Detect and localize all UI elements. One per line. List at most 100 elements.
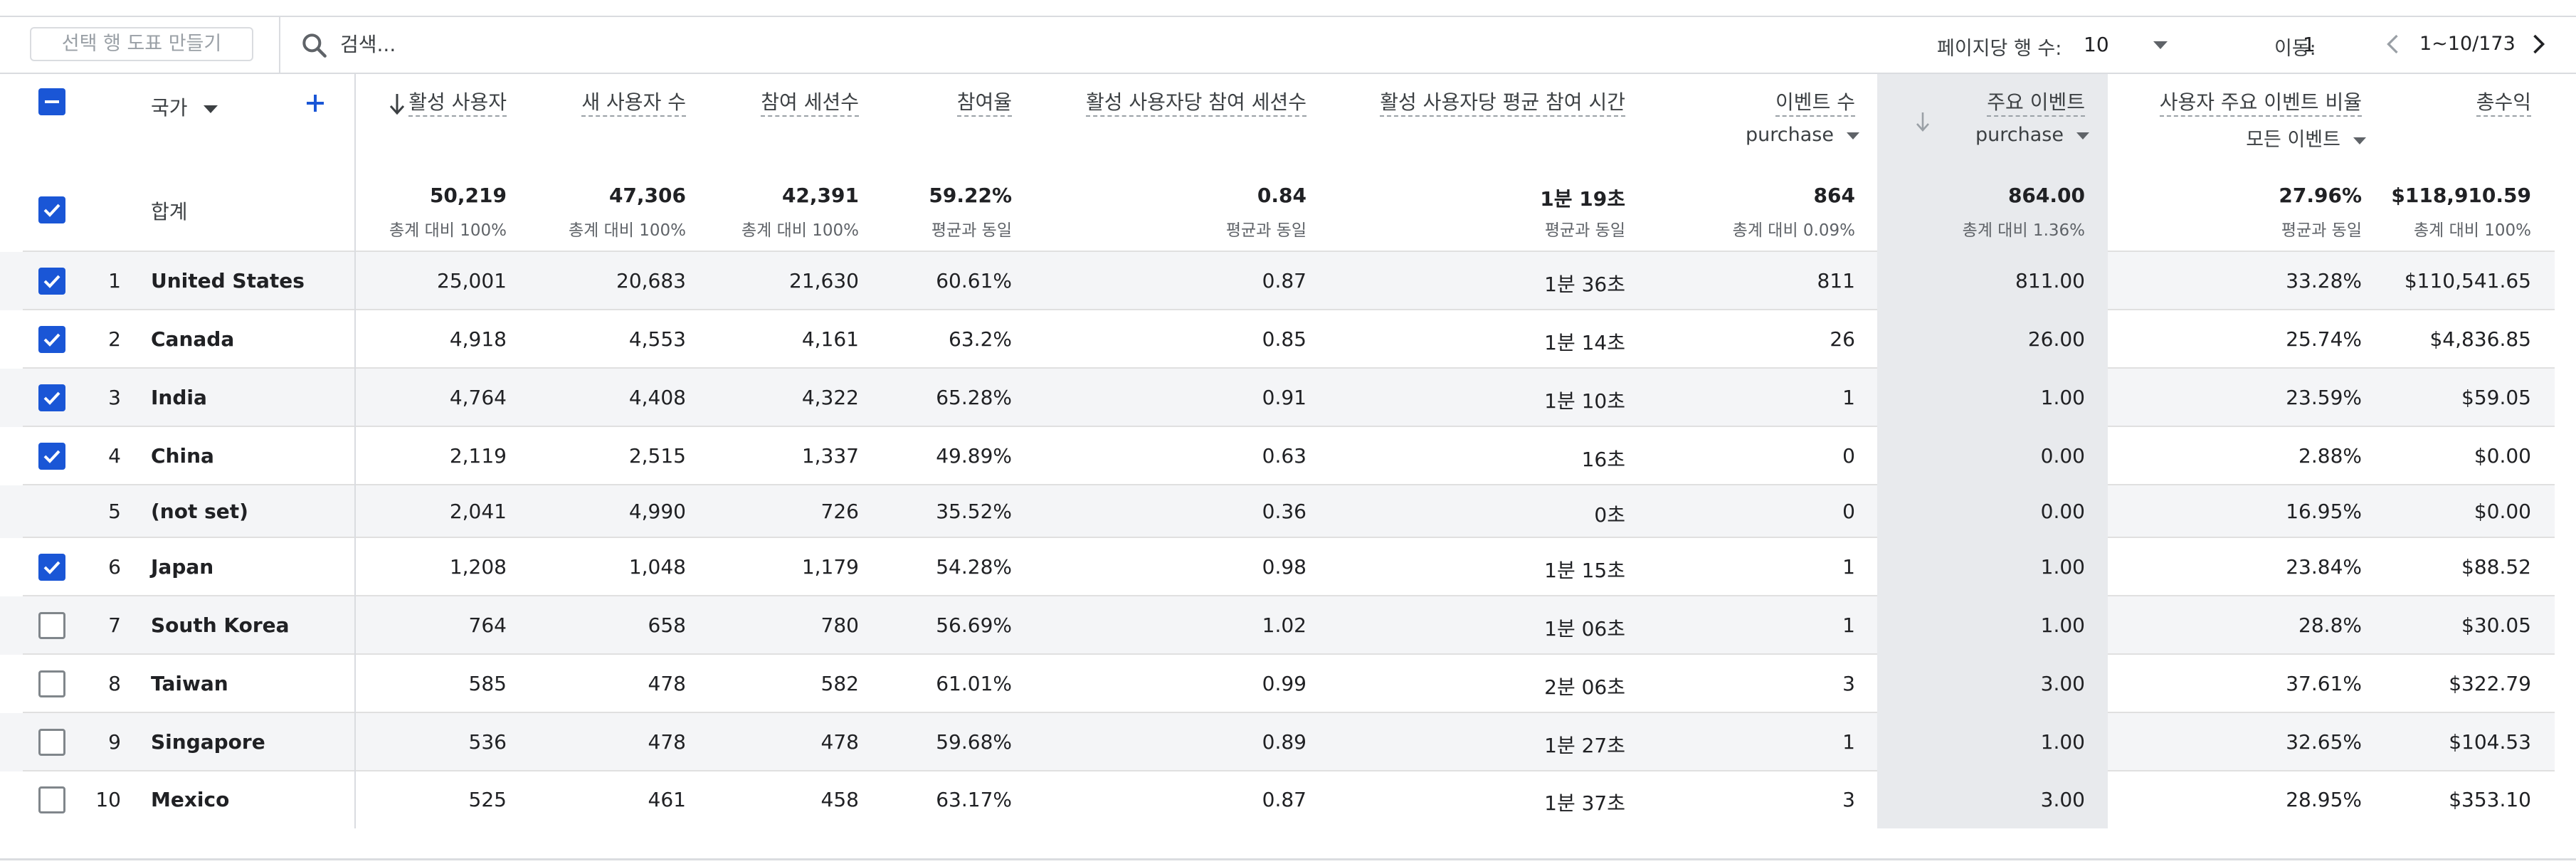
table-cell: $4,836.85 — [2429, 327, 2531, 351]
table-cell: 1 — [1842, 386, 1855, 409]
goto-page-input[interactable] — [2303, 27, 2381, 61]
column-header-filter[interactable]: 모든 이벤트 — [2246, 124, 2366, 152]
table-cell: $110,541.65 — [2404, 269, 2531, 293]
row-checkbox[interactable] — [38, 670, 65, 697]
row-checkbox[interactable] — [38, 268, 65, 295]
rows-per-page-value: 10 — [2084, 33, 2109, 56]
table-cell: 4,764 — [449, 386, 507, 409]
country-name: Canada — [151, 327, 235, 351]
table-cell: 25.74% — [2286, 327, 2362, 351]
totals-comparison: 총계 대비 100% — [741, 221, 859, 240]
table-row[interactable] — [0, 310, 2555, 369]
totals-value: 42,391 — [781, 184, 859, 207]
country-name: (not set) — [151, 500, 248, 523]
table-cell: $104.53 — [2449, 730, 2531, 754]
column-header[interactable]: 사용자 주요 이벤트 비율 — [2159, 90, 2362, 117]
table-cell: 63.2% — [949, 327, 1012, 351]
row-divider — [23, 309, 2555, 310]
country-name: India — [151, 386, 207, 409]
row-checkbox[interactable] — [38, 612, 65, 639]
search-icon[interactable] — [299, 30, 330, 61]
totals-row-checkbox[interactable] — [38, 196, 65, 223]
table-cell: 0.87 — [1262, 269, 1307, 293]
table-cell: $59.05 — [2461, 386, 2531, 409]
table-cell: 2.88% — [2298, 444, 2362, 468]
column-header-filter[interactable]: purchase — [1746, 124, 1859, 146]
column-header[interactable]: 이벤트 수 — [1775, 90, 1855, 117]
table-row[interactable] — [0, 596, 2555, 655]
table-cell: 1분 36초 — [1544, 273, 1625, 296]
table-row[interactable] — [0, 655, 2555, 713]
table-cell: 4,990 — [628, 500, 686, 523]
column-header[interactable]: 참여율 — [956, 90, 1012, 117]
row-divider — [23, 367, 2555, 369]
table-cell: 59.68% — [936, 730, 1012, 754]
column-header[interactable]: 활성 사용자당 참여 세션수 — [1085, 90, 1307, 117]
totals-row — [0, 164, 2555, 252]
sort-descending-icon[interactable] — [387, 91, 407, 117]
row-checkbox[interactable] — [38, 384, 65, 411]
table-cell: 585 — [468, 672, 507, 695]
country-name: United States — [151, 269, 305, 293]
table-cell: 28.8% — [2298, 613, 2362, 637]
row-checkbox[interactable] — [38, 729, 65, 756]
table-cell: 2,515 — [628, 444, 686, 468]
table-cell: 811 — [1817, 269, 1855, 293]
select-all-checkbox[interactable] — [38, 88, 65, 115]
column-header[interactable]: 새 사용자 수 — [581, 90, 686, 117]
table-cell: 25,001 — [437, 269, 507, 293]
column-header[interactable]: 주요 이벤트 — [1987, 90, 2085, 117]
table-cell: 2분 06초 — [1544, 675, 1625, 699]
table-cell: 21,630 — [789, 269, 859, 293]
rows-per-page-select[interactable]: 10 — [2076, 27, 2176, 61]
table-cell: $30.05 — [2461, 613, 2531, 637]
column-filter-value: purchase — [1746, 124, 1834, 146]
table-row[interactable] — [0, 369, 2555, 427]
table-row[interactable] — [0, 713, 2555, 771]
table-cell: 3.00 — [2040, 788, 2085, 811]
table-cell: 2,041 — [449, 500, 507, 523]
column-header[interactable]: 활성 사용자당 평균 참여 시간 — [1380, 90, 1625, 117]
totals-comparison: 총계 대비 0.09% — [1732, 221, 1855, 240]
totals-value: 59.22% — [929, 184, 1012, 207]
table-cell: 26.00 — [2027, 327, 2085, 351]
column-header[interactable]: 참여 세션수 — [761, 90, 859, 117]
table-cell: 1,048 — [628, 555, 686, 579]
row-checkbox[interactable] — [38, 786, 65, 813]
plot-selected-rows-button[interactable]: 선택 행 도표 만들기 — [30, 27, 253, 61]
table-cell: 60.61% — [936, 269, 1012, 293]
table-cell: 16초 — [1581, 448, 1625, 471]
table-cell: 764 — [468, 613, 507, 637]
bottom-border — [0, 858, 2576, 860]
totals-comparison: 총계 대비 100% — [389, 221, 507, 240]
row-checkbox[interactable] — [38, 443, 65, 470]
table-cell: 1분 37초 — [1544, 791, 1625, 815]
column-header[interactable]: 활성 사용자 — [408, 90, 507, 117]
dimension-dropdown-caret-icon[interactable] — [204, 105, 218, 113]
row-rank: 10 — [95, 788, 121, 811]
table-cell: 3.00 — [2040, 672, 2085, 695]
search-input[interactable] — [340, 28, 981, 60]
table-row[interactable] — [0, 485, 2555, 538]
table-row[interactable] — [0, 538, 2555, 596]
row-checkbox[interactable] — [38, 554, 65, 581]
table-cell: 1 — [1842, 730, 1855, 754]
table-cell: 1분 27초 — [1544, 734, 1625, 757]
sort-indicator-icon[interactable] — [1913, 110, 1933, 134]
previous-page-icon[interactable] — [2381, 28, 2407, 60]
table-row[interactable] — [0, 252, 2555, 310]
header-row — [0, 74, 2555, 164]
table-cell: $0.00 — [2474, 500, 2531, 523]
dimension-header[interactable]: 국가 — [151, 96, 188, 120]
table-cell: 582 — [820, 672, 859, 695]
table-row[interactable] — [0, 427, 2555, 485]
column-header[interactable]: 총수익 — [2476, 90, 2531, 117]
totals-value: 27.96% — [2279, 184, 2362, 207]
table-cell: 3 — [1842, 788, 1855, 811]
row-checkbox[interactable] — [38, 326, 65, 353]
table-cell: 20,683 — [616, 269, 686, 293]
table-cell: 3 — [1842, 672, 1855, 695]
column-header-filter[interactable]: purchase — [1975, 124, 2089, 146]
add-dimension-icon[interactable] — [303, 91, 327, 115]
next-page-icon[interactable] — [2525, 28, 2550, 60]
